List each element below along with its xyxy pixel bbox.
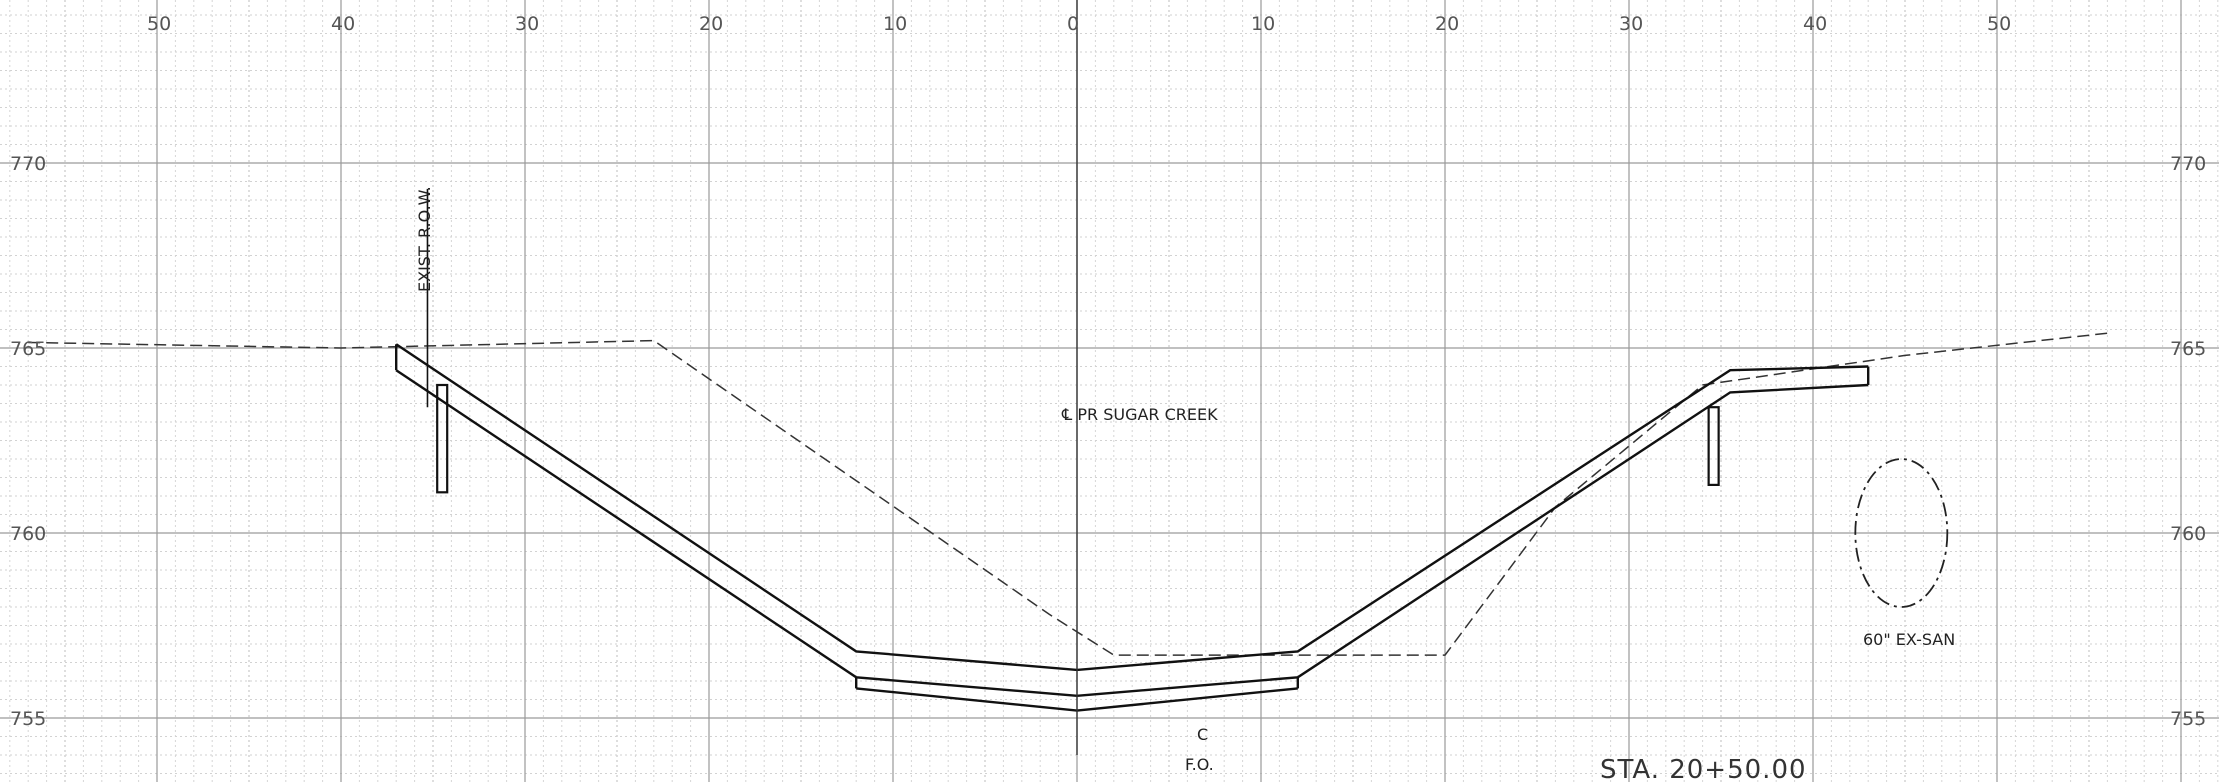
x-tick-label: 30	[1619, 13, 1643, 35]
x-tick-label: 30	[515, 13, 539, 35]
x-axis-labels: 50 40 30 20 10 0 10 20 30 40 50	[147, 13, 2011, 35]
y-tick-label-left: 765	[10, 338, 46, 360]
fo-label: F.O.	[1185, 755, 1214, 774]
sewer-pipe-outline	[1854, 458, 1949, 608]
existing-ground-line	[28, 332, 2108, 656]
y-tick-label-right: 765	[2170, 338, 2206, 360]
sewer-pipe	[1854, 458, 1949, 608]
x-tick-label: 50	[147, 13, 171, 35]
row-label: EXIST. R.O.W.	[415, 186, 434, 292]
station-label: STA. 20+50.00	[1600, 755, 1807, 782]
y-axis-labels-left: 770 765 760 755	[10, 153, 46, 730]
right-cutoff-wall	[1707, 406, 1720, 487]
x-tick-label: 20	[699, 13, 723, 35]
retaining-walls	[426, 188, 1720, 494]
y-axis-labels-right: 770 765 760 755	[2170, 153, 2206, 730]
fo-c-label: C	[1197, 725, 1208, 744]
y-tick-label-left: 755	[10, 708, 46, 730]
x-tick-label: 0	[1067, 13, 1079, 35]
y-tick-label-right: 755	[2170, 708, 2206, 730]
channel-top-edge	[395, 343, 1869, 672]
y-tick-label-left: 760	[10, 523, 46, 545]
x-tick-label: 40	[331, 13, 355, 35]
x-tick-label: 40	[1803, 13, 1827, 35]
centerline-label: ℄ PR SUGAR CREEK	[1061, 405, 1218, 424]
y-tick-label-left: 770	[10, 153, 46, 175]
y-tick-label-right: 770	[2170, 153, 2206, 175]
sewer-label: 60" EX-SAN	[1863, 630, 1955, 649]
existing-ground-profile	[28, 332, 2108, 656]
left-cutoff-wall	[436, 383, 449, 494]
y-tick-label-right: 760	[2170, 523, 2206, 545]
x-tick-label: 20	[1435, 13, 1459, 35]
x-tick-label: 10	[883, 13, 907, 35]
channel-bottom-edge	[395, 369, 1869, 698]
x-tick-label: 50	[1987, 13, 2011, 35]
x-tick-label: 10	[1251, 13, 1275, 35]
